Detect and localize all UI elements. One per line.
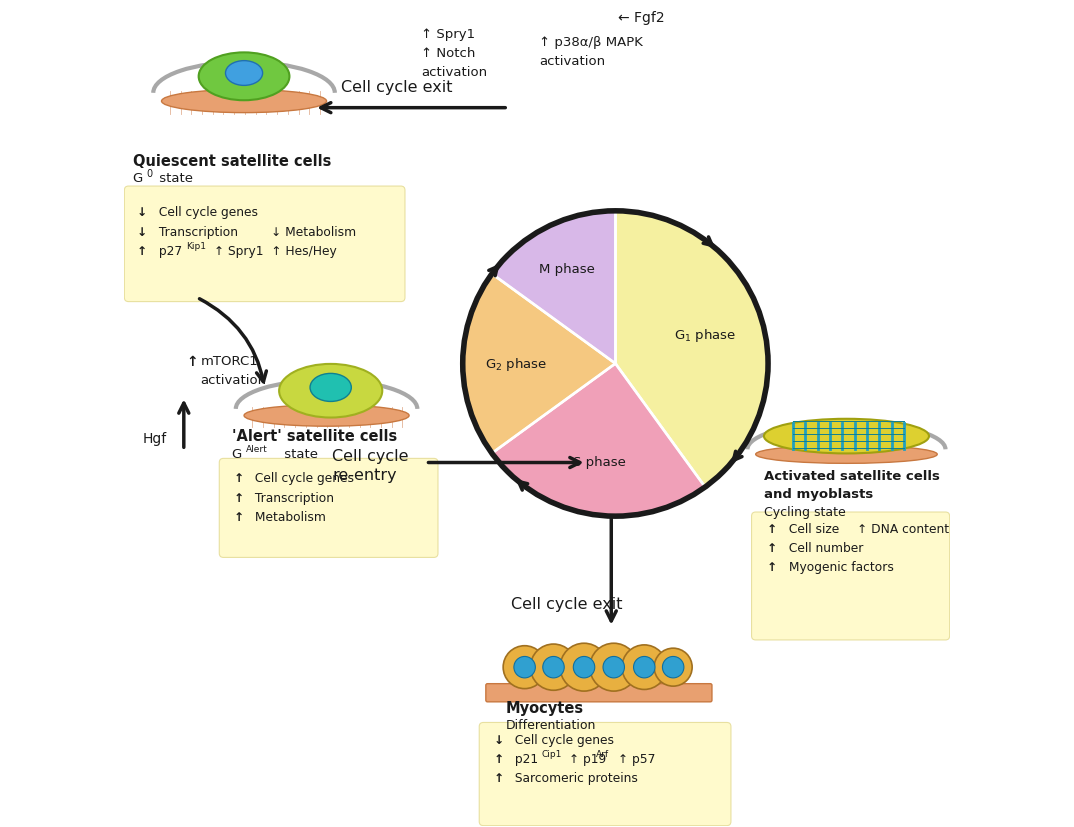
Text: ↑: ↑	[233, 511, 244, 523]
Text: 0: 0	[147, 169, 153, 179]
Circle shape	[513, 657, 535, 678]
Circle shape	[561, 643, 608, 691]
Text: ← Fgf2: ← Fgf2	[618, 12, 665, 26]
Ellipse shape	[279, 365, 382, 418]
Text: Metabolism: Metabolism	[251, 511, 326, 523]
Text: ↓: ↓	[136, 226, 147, 238]
Text: state: state	[279, 447, 318, 461]
Text: Activated satellite cells: Activated satellite cells	[764, 470, 940, 482]
Text: Cycling state: Cycling state	[764, 506, 845, 519]
Text: Quiescent satellite cells: Quiescent satellite cells	[133, 154, 331, 169]
Circle shape	[622, 645, 667, 690]
FancyBboxPatch shape	[479, 723, 731, 825]
Text: ↓ Metabolism: ↓ Metabolism	[272, 226, 357, 238]
Text: ↑ p38α/β MAPK: ↑ p38α/β MAPK	[539, 36, 643, 49]
Text: Cell size: Cell size	[785, 523, 839, 535]
Ellipse shape	[764, 419, 929, 454]
Text: ↑ Spry1: ↑ Spry1	[421, 28, 476, 41]
FancyBboxPatch shape	[752, 513, 949, 640]
Text: G$_1$ phase: G$_1$ phase	[674, 327, 737, 343]
Text: Differentiation: Differentiation	[506, 719, 596, 731]
Ellipse shape	[226, 61, 263, 86]
Text: Alert: Alert	[246, 444, 267, 453]
Text: ↓: ↓	[136, 206, 147, 219]
Text: and myoblasts: and myoblasts	[764, 488, 873, 500]
Text: ↓: ↓	[493, 734, 504, 746]
Circle shape	[634, 657, 655, 678]
Text: G: G	[133, 172, 143, 185]
Text: p21: p21	[511, 753, 538, 765]
Circle shape	[542, 657, 564, 678]
Text: Myogenic factors: Myogenic factors	[785, 560, 894, 573]
Ellipse shape	[756, 446, 938, 464]
Text: Arf: Arf	[596, 749, 610, 758]
Text: state: state	[155, 172, 193, 185]
Text: mTORC1: mTORC1	[201, 354, 258, 367]
Text: Cell cycle exit: Cell cycle exit	[340, 79, 452, 94]
Text: activation: activation	[201, 373, 266, 386]
Text: S phase: S phase	[574, 456, 626, 468]
Circle shape	[531, 644, 577, 691]
Circle shape	[590, 643, 638, 691]
Text: re-entry: re-entry	[332, 467, 397, 482]
Text: ↑: ↑	[767, 523, 777, 535]
Text: G$_2$ phase: G$_2$ phase	[485, 356, 548, 372]
Text: Cell cycle genes: Cell cycle genes	[155, 206, 258, 219]
Text: 'Alert' satellite cells: 'Alert' satellite cells	[232, 428, 397, 443]
Wedge shape	[463, 275, 615, 454]
Text: Myocytes: Myocytes	[506, 700, 584, 715]
Wedge shape	[492, 364, 706, 517]
Text: ↑: ↑	[493, 753, 504, 765]
Text: G: G	[232, 447, 242, 461]
Text: Cip1: Cip1	[541, 749, 562, 758]
Text: Cell cycle: Cell cycle	[332, 448, 409, 463]
Text: activation: activation	[539, 55, 606, 68]
Circle shape	[503, 646, 546, 689]
Ellipse shape	[199, 53, 289, 101]
Ellipse shape	[244, 405, 409, 427]
Text: ↑ p19: ↑ p19	[565, 753, 607, 765]
Text: Transcription: Transcription	[155, 226, 238, 238]
Circle shape	[654, 648, 692, 686]
Text: Cell cycle exit: Cell cycle exit	[510, 596, 622, 611]
Circle shape	[461, 209, 770, 519]
Text: Cell cycle genes: Cell cycle genes	[251, 471, 354, 484]
Text: ↑ Spry1  ↑ Hes/Hey: ↑ Spry1 ↑ Hes/Hey	[211, 245, 337, 257]
Text: ↑: ↑	[767, 560, 777, 573]
Text: ↑: ↑	[136, 245, 147, 257]
Text: Cell number: Cell number	[785, 541, 862, 554]
Ellipse shape	[310, 374, 351, 402]
Text: Transcription: Transcription	[251, 491, 334, 504]
Text: Sarcomeric proteins: Sarcomeric proteins	[511, 772, 638, 784]
Text: ↑ DNA content: ↑ DNA content	[857, 523, 949, 535]
FancyBboxPatch shape	[125, 187, 405, 302]
FancyBboxPatch shape	[485, 684, 712, 702]
Circle shape	[574, 657, 595, 678]
Text: Hgf: Hgf	[143, 432, 166, 446]
Text: Cell cycle genes: Cell cycle genes	[511, 734, 614, 746]
Text: M phase: M phase	[539, 262, 595, 275]
Text: ↑: ↑	[767, 541, 777, 554]
Text: ↑: ↑	[186, 354, 198, 368]
Text: ↑: ↑	[493, 772, 504, 784]
Wedge shape	[492, 212, 615, 364]
Circle shape	[603, 657, 624, 678]
Text: activation: activation	[421, 65, 488, 79]
Wedge shape	[615, 212, 768, 487]
Text: p27: p27	[155, 245, 183, 257]
Text: ↑: ↑	[233, 471, 244, 484]
Text: ↑: ↑	[233, 491, 244, 504]
Circle shape	[663, 657, 684, 678]
Text: Kip1: Kip1	[186, 241, 206, 251]
Text: ↑ Notch: ↑ Notch	[421, 46, 476, 60]
Text: ↑ p57: ↑ p57	[613, 753, 655, 765]
Ellipse shape	[161, 90, 326, 113]
FancyBboxPatch shape	[219, 459, 438, 557]
